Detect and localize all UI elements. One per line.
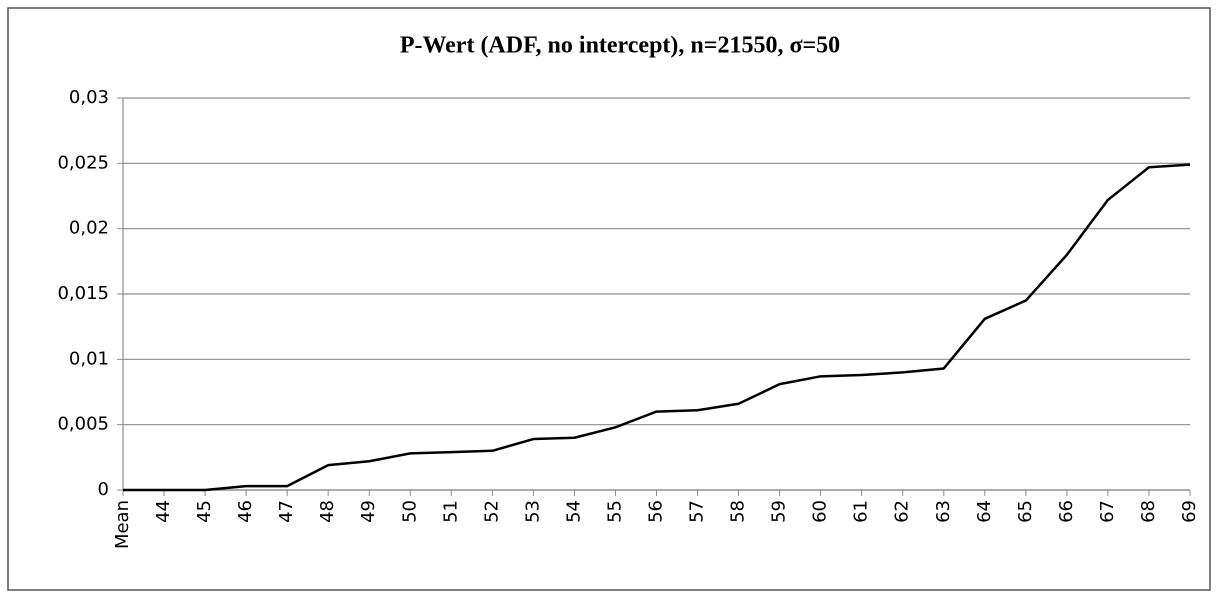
- x-tick-label: 62: [892, 500, 913, 523]
- y-tick-label: 0,02: [69, 218, 109, 239]
- y-tick-label: 0,005: [57, 414, 109, 435]
- x-tick-label: 56: [646, 500, 667, 523]
- y-tick-label: 0,015: [57, 283, 109, 304]
- x-tick-label: 45: [194, 500, 215, 523]
- x-tick-label: 69: [1179, 500, 1200, 523]
- x-tick-label: 48: [317, 500, 338, 523]
- x-tick-label: 58: [728, 500, 749, 523]
- x-tick-label: 47: [276, 500, 297, 523]
- y-tick-label: 0: [98, 479, 109, 500]
- x-tick-label: 44: [153, 500, 174, 523]
- x-tick-label: 66: [1056, 500, 1077, 523]
- x-tick-label: Mean: [112, 500, 133, 549]
- x-tick-label: 63: [933, 500, 954, 523]
- x-tick-label: 67: [1097, 500, 1118, 523]
- x-tick-label: 64: [974, 500, 995, 523]
- data-line: [123, 163, 1191, 492]
- x-tick-label: 54: [563, 500, 584, 523]
- chart-title: P-Wert (ADF, no intercept), n=21550, σ=5…: [400, 33, 840, 59]
- x-tick-label: 50: [399, 500, 420, 523]
- x-tick-label: 46: [235, 500, 256, 523]
- x-tick-label: 68: [1138, 500, 1159, 523]
- x-tick-label: 59: [769, 500, 790, 523]
- y-tick-label: 0,03: [69, 87, 109, 108]
- x-tick-label: 57: [687, 500, 708, 523]
- x-tick-label: 61: [851, 500, 872, 523]
- x-tick-label: 55: [604, 500, 625, 523]
- x-tick-label: 52: [481, 500, 502, 523]
- chart-frame: [7, 7, 1211, 591]
- x-tick-label: 51: [440, 500, 461, 523]
- x-tick-label: 49: [358, 500, 379, 523]
- x-tick-label: 53: [522, 500, 543, 523]
- x-tick-label: 65: [1015, 500, 1036, 523]
- y-tick-label: 0,025: [57, 152, 109, 173]
- y-tick-label: 0,01: [69, 348, 109, 369]
- x-tick-label: 60: [810, 500, 831, 523]
